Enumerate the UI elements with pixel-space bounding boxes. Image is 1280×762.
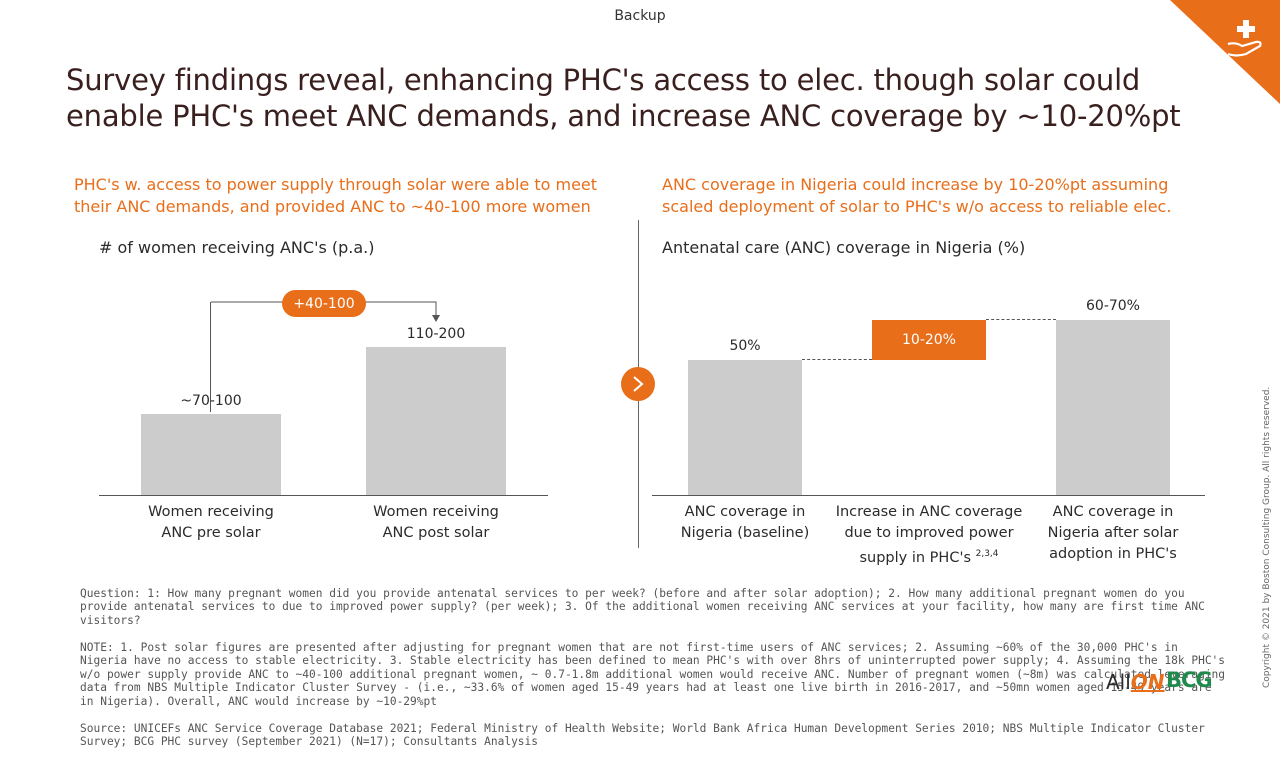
section-tag: Backup [614,8,666,24]
bar-value-label: 60-70% [1086,298,1140,314]
footnote-question: Question: 1: How many pregnant women did… [80,586,1205,627]
bar-pre-solar [141,414,281,495]
right-subhead: ANC coverage in Nigeria could increase b… [662,175,1172,216]
health-logo-corner [1170,0,1280,104]
bar-category-label: Women receiving ANC pre solar [148,504,274,541]
allon-logo: AllON [1106,670,1165,694]
bar-baseline [688,360,802,495]
chevron-right-icon [633,376,644,392]
footnote-source: Source: UNICEFs ANC Service Coverage Dat… [80,721,1205,749]
bar-post-solar [366,347,506,495]
bar-category-label: ANC coverage in Nigeria (baseline) [680,504,810,541]
right-x-axis [652,495,1205,496]
bar-value-label: 110-200 [406,326,466,342]
copyright: Copyright © 2021 by Boston Consulting Gr… [1262,386,1272,688]
connector-dash [802,359,872,360]
page-title: Survey findings reveal, enhancing PHC's … [66,63,1181,133]
next-arrow-button[interactable] [621,367,655,401]
left-x-axis [99,495,548,496]
bar-category-label: Increase in ANC coverage due to improved… [835,504,1023,566]
delta-pill: +40-100 [282,290,366,317]
bcg-logo: BCG [1166,668,1213,692]
bar-increase: 10-20% [872,320,986,360]
bar-category-label: ANC coverage in Nigeria after solar adop… [1047,504,1179,562]
left-subhead: PHC's w. access to power supply through … [74,175,598,216]
connector-dash [986,319,1056,320]
delta-bracket-left-line [210,302,211,412]
footnote-note: NOTE: 1. Post solar figures are presente… [80,640,1226,708]
hand-plus-icon [1227,20,1262,57]
left-chart-title: # of women receiving ANC's (p.a.) [99,238,375,257]
bar-after-solar [1056,320,1170,495]
footnotes: Question: 1: How many pregnant women did… [80,573,1230,762]
bar-value-label: ~70-100 [180,393,242,409]
right-chart-title: Antenatal care (ANC) coverage in Nigeria… [662,238,1026,257]
bar-category-label: Women receiving ANC post solar [373,504,499,541]
bar-value-label: 50% [729,338,761,354]
